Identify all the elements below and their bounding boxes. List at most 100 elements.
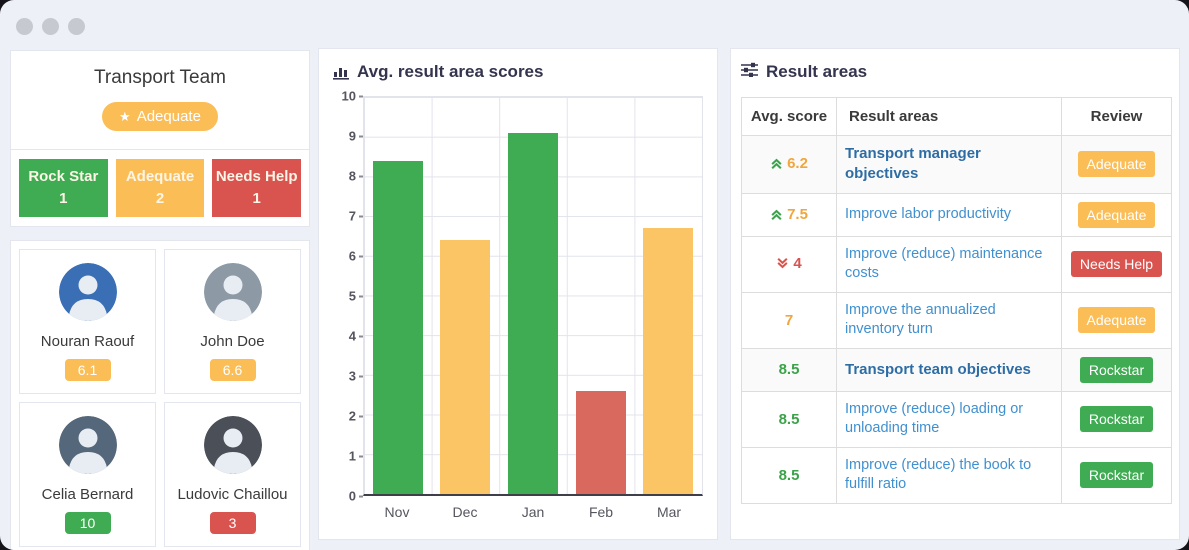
team-rating-badge[interactable]: ★ Adequate (102, 102, 218, 131)
trend-up-icon (770, 208, 783, 221)
y-tick-label: 6 (348, 248, 356, 264)
table-row-improve-reduce-loading-or-unloading-time[interactable]: 8.5 Improve (reduce) loading or unloading… (741, 390, 1172, 448)
review-cell: Adequate (1061, 135, 1172, 194)
result-area-link[interactable]: Improve (reduce) maintenance costs (836, 235, 1062, 293)
y-tick-mark (359, 95, 363, 97)
bar-chart: 0 1 2 3 4 5 6 7 8 9 10 (333, 89, 703, 504)
status-box-count: 2 (155, 189, 165, 207)
review-badge-rockstar[interactable]: Rockstar (1079, 462, 1154, 489)
member-score-badge: 6.1 (64, 358, 111, 381)
review-cell: Adequate (1061, 291, 1172, 349)
bar-mar[interactable] (643, 228, 694, 494)
window-controls (16, 18, 85, 35)
y-tick-4: 4 (349, 329, 363, 344)
review-badge-rockstar[interactable]: Rockstar (1079, 406, 1154, 433)
y-tick-mark (359, 495, 363, 497)
member-score-badge: 3 (209, 511, 256, 534)
avg-score-cell: 8.5 (741, 390, 837, 448)
team-summary-card: Transport Team ★ Adequate Rock Star 1 Adeq… (10, 50, 310, 227)
table-row-improve-reduce-the-book-to-fulfill-ratio[interactable]: 8.5 Improve (reduce) the book to fulfill … (741, 446, 1172, 505)
window-dot-1[interactable] (16, 18, 33, 35)
avg-score-cell: 7.5 (741, 192, 837, 237)
y-tick-label: 4 (348, 328, 356, 344)
avatar (203, 415, 262, 474)
y-tick-10: 10 (342, 89, 363, 104)
review-badge-needs-help[interactable]: Needs Help (1070, 251, 1163, 278)
table-row-transport-team-objectives[interactable]: 8.5 Transport team objectives Rockstar (741, 347, 1172, 392)
status-box-adequate[interactable]: Adequate 2 (115, 159, 205, 217)
status-box-count: 1 (59, 189, 68, 207)
status-box-needs-help[interactable]: Needs Help 1 (212, 159, 302, 217)
bar-slot-mar (634, 97, 702, 494)
member-card-celia-bernard[interactable]: Celia Bernard 10 (19, 401, 156, 547)
review-badge-adequate[interactable]: Adequate (1077, 151, 1156, 178)
result-area-link[interactable]: Improve labor productivity (836, 192, 1062, 237)
star-icon: ★ (119, 109, 131, 124)
table-row-improve-the-annualized-inventory-turn[interactable]: 7 Improve the annualized inventory turn Ad… (741, 291, 1172, 349)
member-score-badge: 6.6 (209, 358, 256, 381)
result-areas-panel: Result areas Avg. score Result areas Rev… (730, 48, 1180, 540)
status-box-rock-star[interactable]: Rock Star 1 (19, 159, 108, 217)
bar-nov[interactable] (372, 160, 423, 494)
chart-y-axis: 0 1 2 3 4 5 6 7 8 9 10 (333, 89, 363, 504)
y-tick-label: 5 (348, 288, 356, 304)
y-tick-label: 0 (348, 488, 356, 504)
y-tick-6: 6 (349, 249, 363, 264)
review-cell: Rockstar (1061, 446, 1172, 505)
result-area-link[interactable]: Improve (reduce) loading or unloading ti… (836, 390, 1062, 448)
header-result-areas: Result areas (836, 97, 1062, 136)
review-badge-adequate[interactable]: Adequate (1077, 307, 1156, 334)
x-label-mar: Mar (656, 504, 682, 520)
bar-jan[interactable] (507, 132, 558, 494)
result-area-link[interactable]: Improve (reduce) the book to fulfill rat… (836, 446, 1062, 505)
window-dot-2[interactable] (42, 18, 59, 35)
avg-score-value: 6.2 (787, 155, 808, 173)
bar-chart-icon (333, 65, 349, 80)
avg-score-cell: 7 (741, 291, 837, 349)
result-area-link[interactable]: Improve the annualized inventory turn (836, 291, 1062, 349)
status-box-label: Rock Star (28, 168, 99, 185)
status-box-label: Needs Help (215, 168, 298, 185)
y-tick-9: 9 (349, 129, 363, 144)
member-name: Ludovic Chaillou (177, 485, 288, 503)
avg-score-cell: 8.5 (741, 347, 837, 392)
y-tick-label: 10 (341, 88, 356, 104)
y-tick-3: 3 (349, 369, 363, 384)
result-areas-table: Avg. score Result areas Review 6.2 Transp… (741, 97, 1172, 505)
result-area-link[interactable]: Transport manager objectives (836, 135, 1062, 194)
table-header-row: Avg. score Result areas Review (741, 97, 1172, 136)
y-tick-mark (359, 415, 363, 417)
team-sidebar: Transport Team ★ Adequate Rock Star 1 Adeq… (10, 50, 310, 550)
avg-score-value: 7 (784, 311, 794, 329)
status-box-count: 1 (252, 189, 261, 207)
member-card-nouran-raouf[interactable]: Nouran Raouf 6.1 (19, 248, 156, 394)
results-title-text: Result areas (766, 62, 868, 81)
window-dot-3[interactable] (68, 18, 85, 35)
result-area-link[interactable]: Transport team objectives (836, 347, 1062, 392)
review-badge-rockstar[interactable]: Rockstar (1079, 356, 1154, 383)
avg-score-cell: 4 (741, 235, 837, 293)
review-badge-adequate[interactable]: Adequate (1077, 201, 1156, 228)
team-rating-label: Adequate (136, 108, 201, 125)
table-row-improve-labor-productivity[interactable]: 7.5 Improve labor productivity Adequate (741, 192, 1172, 237)
y-tick-mark (359, 375, 363, 377)
chart-title-text: Avg. result area scores (357, 62, 544, 81)
table-row-transport-manager-objectives[interactable]: 6.2 Transport manager objectives Adequate (741, 135, 1172, 194)
y-tick-1: 1 (349, 449, 363, 464)
table-row-improve-reduce-maintenance-costs[interactable]: 4 Improve (reduce) maintenance costs Needs… (741, 235, 1172, 293)
avg-score-value: 8.5 (778, 410, 800, 428)
trend-down-icon (776, 257, 789, 270)
y-tick-mark (359, 175, 363, 177)
avg-score-cell: 6.2 (741, 135, 837, 194)
y-tick-mark (359, 255, 363, 257)
y-tick-8: 8 (349, 169, 363, 184)
bar-feb[interactable] (575, 390, 626, 494)
member-card-ludovic-chaillou[interactable]: Ludovic Chaillou 3 (164, 401, 301, 547)
y-tick-mark (359, 335, 363, 337)
y-tick-mark (359, 135, 363, 137)
results-panel-title: Result areas (741, 62, 1169, 82)
member-card-john-doe[interactable]: John Doe 6.6 (164, 248, 301, 394)
bar-dec[interactable] (440, 239, 491, 494)
chart-panel-title: Avg. result area scores (333, 62, 703, 82)
member-name: John Doe (200, 332, 265, 350)
